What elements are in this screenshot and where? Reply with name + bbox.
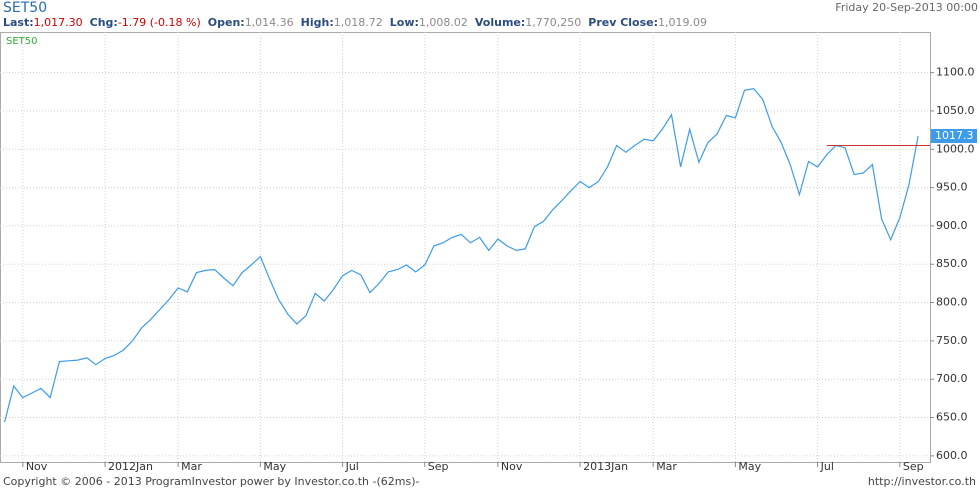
x-tick-label: Nov — [501, 460, 523, 473]
quote-value: -1.79 (-0.18 %) — [117, 16, 201, 29]
y-tick-label: 950.0 — [936, 181, 968, 194]
quote-label: Prev Close: — [588, 16, 659, 29]
copyright: Copyright © 2006 - 2013 ProgramInvestor … — [3, 475, 420, 488]
x-tick-label: Jul — [345, 460, 359, 473]
x-tick-label: Nov — [26, 460, 48, 473]
quote-value: 1,770,250 — [525, 16, 582, 29]
y-tick-label: 600.0 — [936, 449, 968, 462]
legend-label: SET50 — [6, 36, 38, 47]
date: Friday 20-Sep-2013 00:00 — [835, 1, 978, 14]
last-value-label: 1017.3 — [935, 129, 974, 142]
x-tick-label: 2012Jan — [108, 460, 153, 473]
x-tick-label: 2013Jan — [583, 460, 628, 473]
quote-label: Open: — [207, 16, 245, 29]
y-tick-label: 1100.0 — [936, 66, 975, 79]
y-tick-label: 850.0 — [936, 257, 968, 270]
quote-value: 1,017.30 — [33, 16, 83, 29]
plot-frame — [0, 32, 931, 463]
x-tick-label: Mar — [656, 460, 677, 473]
x-tick-label: Jul — [820, 460, 834, 473]
y-tick-label: 650.0 — [936, 411, 968, 424]
quote-label: High: — [300, 16, 334, 29]
x-tick-label: Sep — [903, 460, 924, 473]
price-line — [4, 88, 919, 423]
url[interactable]: http://investor.co.th — [868, 475, 976, 488]
quote-value: 1,019.09 — [658, 16, 708, 29]
y-tick-label: 1000.0 — [936, 142, 975, 155]
quote-value: 1,008.02 — [418, 16, 468, 29]
y-tick-label: 900.0 — [936, 219, 968, 232]
quote-label: Volume: — [474, 16, 526, 29]
x-tick-label: May — [263, 460, 286, 473]
x-tick-label: Sep — [428, 460, 449, 473]
y-tick-label: 700.0 — [936, 372, 968, 385]
y-tick-label: 1050.0 — [936, 104, 975, 117]
quote-label: Low: — [389, 16, 419, 29]
x-tick-label: Mar — [181, 460, 202, 473]
title: SET50 — [3, 0, 48, 16]
y-tick-label: 750.0 — [936, 334, 968, 347]
y-tick-label: 800.0 — [936, 296, 968, 309]
last-value-box — [931, 129, 977, 144]
quote-bar: Last:1,017.30 Chg:-1.79 (-0.18 %) Open:1… — [3, 16, 714, 29]
quote-value: 1,018.72 — [333, 16, 383, 29]
quote-label: Last: — [3, 16, 34, 29]
quote-value: 1,014.36 — [244, 16, 294, 29]
quote-label: Chg: — [89, 16, 118, 29]
x-tick-label: May — [738, 460, 761, 473]
